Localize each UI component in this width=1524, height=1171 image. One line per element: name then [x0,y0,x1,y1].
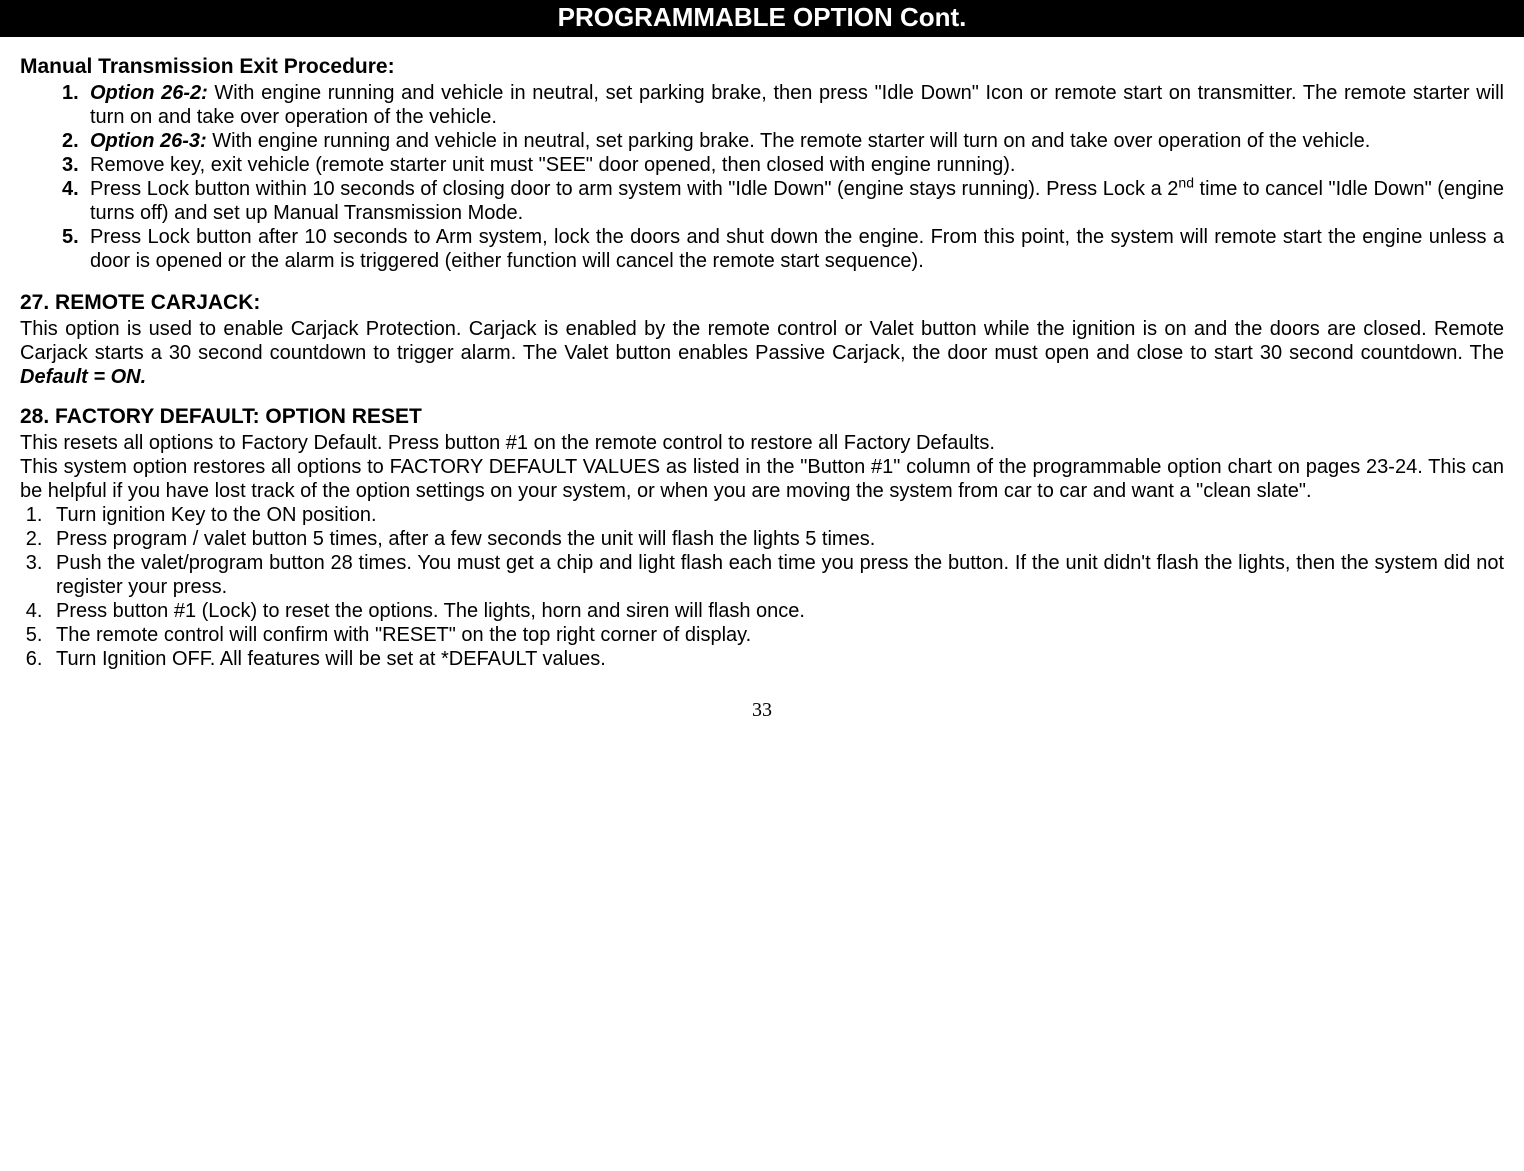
list-text: With engine running and vehicle in neutr… [90,82,1504,128]
list-text: Press Lock button within 10 seconds of c… [90,178,1178,200]
list-item: Push the valet/program button 28 times. … [48,551,1504,599]
paragraph-text: This option is used to enable Carjack Pr… [20,318,1504,364]
document-page: PROGRAMMABLE OPTION Cont. Manual Transmi… [0,0,1524,742]
list-item: Option 26-3: With engine running and veh… [90,129,1504,153]
list-item: Press button #1 (Lock) to reset the opti… [48,599,1504,623]
list-text: With engine running and vehicle in neutr… [207,130,1371,152]
paragraph-factory-2: This system option restores all options … [20,455,1504,503]
manual-transmission-list: Option 26-2: With engine running and veh… [20,81,1504,273]
factory-steps-list: Turn ignition Key to the ON position. Pr… [20,503,1504,671]
list-item: Turn ignition Key to the ON position. [48,503,1504,527]
list-item: Remove key, exit vehicle (remote starter… [90,153,1504,177]
list-item: The remote control will confirm with "RE… [48,623,1504,647]
option-label: Option 26-3: [90,130,207,152]
page-number: 33 [20,699,1504,722]
paragraph-carjack: This option is used to enable Carjack Pr… [20,317,1504,389]
heading-remote-carjack: 27. REMOTE CARJACK: [20,291,1504,315]
section-banner: PROGRAMMABLE OPTION Cont. [0,0,1524,37]
heading-factory-default: 28. FACTORY DEFAULT: OPTION RESET [20,405,1504,429]
list-item: Press Lock button within 10 seconds of c… [90,177,1504,225]
heading-manual-transmission: Manual Transmission Exit Procedure: [20,55,1504,79]
list-item: Press Lock button after 10 seconds to Ar… [90,225,1504,273]
list-item: Option 26-2: With engine running and veh… [90,81,1504,129]
list-item: Turn Ignition OFF. All features will be … [48,647,1504,671]
list-item: Press program / valet button 5 times, af… [48,527,1504,551]
option-label: Option 26-2: [90,82,208,104]
superscript: nd [1178,174,1194,190]
paragraph-factory-1: This resets all options to Factory Defau… [20,431,1504,455]
default-label: Default = ON. [20,366,146,388]
